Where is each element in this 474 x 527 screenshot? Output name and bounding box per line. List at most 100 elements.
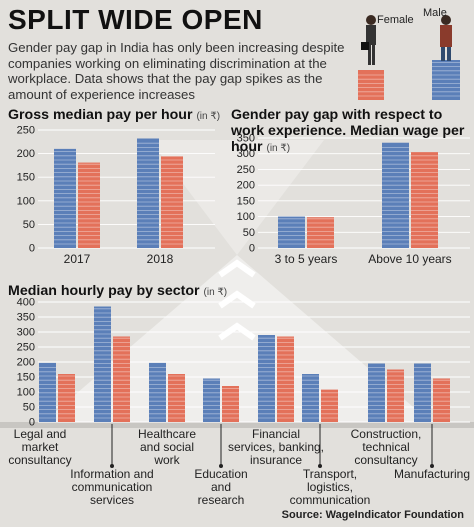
x-tick-label: 2017: [64, 252, 91, 266]
bar-female: [307, 217, 334, 248]
bar-female-body: [307, 217, 334, 248]
chart1-unit: (in ₹): [196, 111, 221, 122]
male-leg: [441, 47, 445, 61]
bar-male: [39, 362, 56, 422]
sector-label-line: logistics,: [307, 480, 353, 494]
y-tick-label: 150: [17, 172, 35, 184]
y-tick-label: 50: [23, 219, 35, 231]
y-tick-label: 0: [249, 243, 255, 255]
bar-female-body: [168, 374, 185, 422]
sector-label-line: and social: [140, 440, 194, 454]
y-tick-label: 300: [17, 327, 35, 339]
leader-dot: [430, 464, 434, 468]
chart1-title: Gross median pay per hour (in ₹): [8, 107, 220, 125]
source-note: Source: WageIndicator Foundation: [281, 509, 464, 521]
chevron-up-icon: [218, 322, 256, 341]
bar-female-body: [411, 152, 438, 248]
illustration-male-stack-body: [432, 60, 460, 100]
sector-label-line: Legal and: [14, 427, 67, 441]
sector-label-line: Construction,: [351, 427, 422, 441]
bar-male-body: [94, 306, 111, 422]
y-tick-label: 150: [17, 372, 35, 384]
illustration-female-stack: [358, 70, 384, 100]
female-leg: [368, 45, 371, 65]
female-label: Female: [377, 14, 414, 26]
bar-male: [54, 148, 76, 248]
bar-female-body: [387, 369, 404, 422]
sector-label-line: and: [211, 480, 231, 494]
sector-label-line: work: [153, 453, 180, 467]
y-tick-label: 350: [17, 312, 35, 324]
sector-label-line: Healthcare: [138, 427, 196, 441]
page-title: SPLIT WIDE OPEN: [8, 4, 263, 35]
bar-female: [321, 389, 338, 422]
y-tick-label: 200: [237, 180, 255, 192]
y-tick-label: 100: [237, 211, 255, 223]
bar-female-body: [113, 336, 130, 422]
x-tick-label: 3 to 5 years: [275, 252, 338, 266]
bar-male: [94, 306, 111, 422]
bar-male: [368, 363, 385, 422]
sector-label-line: services: [90, 493, 134, 507]
briefcase-icon: [361, 42, 369, 50]
bar-male: [203, 378, 220, 422]
y-tick-label: 50: [243, 227, 255, 239]
chart3-unit: (in ₹): [203, 287, 228, 298]
female-leg: [372, 45, 375, 65]
bar-male-body: [203, 378, 220, 422]
leader-dot: [110, 464, 114, 468]
bar-male-body: [137, 138, 159, 248]
sector-label-line: consultancy: [8, 453, 71, 467]
chart2-unit: (in ₹): [266, 143, 291, 154]
bar-male: [302, 374, 319, 422]
chart1: 0 50 100 150 200 250 2017 2018: [17, 125, 215, 266]
sector-label-line: insurance: [250, 453, 302, 467]
bar-female: [161, 156, 183, 248]
bar-female: [78, 162, 100, 248]
bar-female: [58, 374, 75, 422]
bar-male: [137, 138, 159, 248]
chart2-title: Gender pay gap with respect to work expe…: [231, 107, 471, 157]
sector-label-line: consultancy: [354, 453, 417, 467]
y-tick-label: 100: [17, 195, 35, 207]
bar-male: [149, 362, 166, 422]
bar-female-body: [58, 374, 75, 422]
illustration-female-stack-body: [358, 70, 384, 100]
female-head: [366, 15, 376, 25]
sector-label-line: Information and: [70, 467, 153, 481]
y-tick-label: 0: [29, 417, 35, 429]
sector-label-line: Financial: [252, 427, 300, 441]
bar-female: [277, 336, 294, 422]
light-ray-bottom: [40, 255, 434, 425]
sector-label-line: research: [198, 493, 245, 507]
y-tick-label: 350: [237, 133, 255, 145]
bar-male-body: [368, 363, 385, 422]
sector-label-line: Education: [194, 467, 247, 481]
bar-male: [382, 142, 409, 248]
sector-label-line: communication: [72, 480, 153, 494]
bar-male-body: [382, 142, 409, 248]
y-tick-label: 150: [237, 195, 255, 207]
bar-male-body: [302, 374, 319, 422]
x-tick-label: Above 10 years: [368, 252, 451, 266]
male-body: [440, 25, 452, 47]
bar-male-body: [149, 362, 166, 422]
female-body: [366, 25, 376, 45]
bar-male-body: [414, 363, 431, 422]
male-leg: [447, 47, 451, 61]
y-tick-label: 50: [23, 402, 35, 414]
illustration-male-stack: [432, 60, 460, 100]
chart1-title-text: Gross median pay per hour: [8, 107, 193, 123]
y-tick-label: 400: [17, 297, 35, 309]
bar-female-body: [222, 386, 239, 422]
bar-female-body: [161, 156, 183, 248]
chart3-title-text: Median hourly pay by sector: [8, 283, 200, 299]
bar-male-body: [39, 362, 56, 422]
bar-female: [113, 336, 130, 422]
bar-female: [222, 386, 239, 422]
ground-strip: [0, 422, 474, 428]
y-tick-label: 200: [17, 148, 35, 160]
bar-male-body: [54, 148, 76, 248]
